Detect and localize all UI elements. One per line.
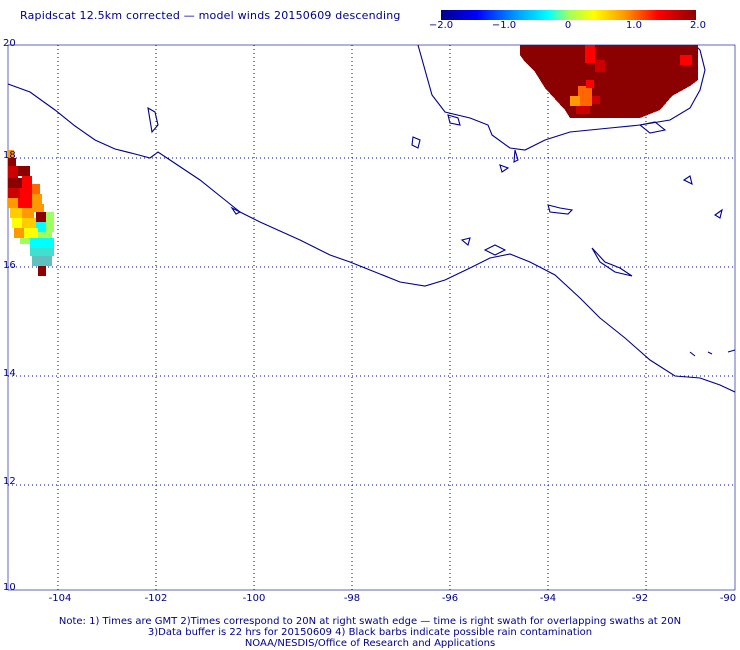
lat-label: 14 (3, 368, 16, 379)
colorbar-tick: −1.0 (491, 20, 517, 31)
coastline (7, 44, 736, 393)
grid-lines (8, 45, 735, 590)
lon-label: -90 (719, 593, 737, 604)
lon-label: -98 (343, 593, 361, 604)
map-frame (7, 44, 736, 591)
lon-label: -96 (441, 593, 459, 604)
colorbar-tick: 2.0 (690, 20, 706, 31)
lon-label: -94 (539, 593, 557, 604)
lon-label: -102 (144, 593, 168, 604)
colorbar-tick: −2.0 (428, 20, 454, 31)
lon-label: -100 (242, 593, 266, 604)
lat-label: 20 (3, 38, 16, 49)
wind-swath-west (8, 150, 54, 276)
colorbar (441, 10, 696, 20)
map-title: Rapidscat 12.5km corrected — model winds… (20, 9, 401, 22)
footnote-credit: NOAA/NESDIS/Office of Research and Appli… (244, 638, 496, 649)
lat-label: 18 (3, 150, 16, 161)
lat-label: 10 (3, 582, 16, 593)
lon-label: -92 (631, 593, 649, 604)
colorbar-tick: 1.0 (626, 20, 642, 31)
wind-swath-northeast (520, 45, 698, 118)
lat-label: 16 (3, 260, 16, 271)
colorbar-tick: 0 (564, 20, 572, 31)
lon-label: -104 (48, 593, 72, 604)
lat-label: 12 (3, 476, 16, 487)
footnote-line-2: 3)Data buffer is 22 hrs for 20150609 4) … (147, 627, 593, 638)
footnote-line-1: Note: 1) Times are GMT 2)Times correspon… (58, 616, 682, 627)
